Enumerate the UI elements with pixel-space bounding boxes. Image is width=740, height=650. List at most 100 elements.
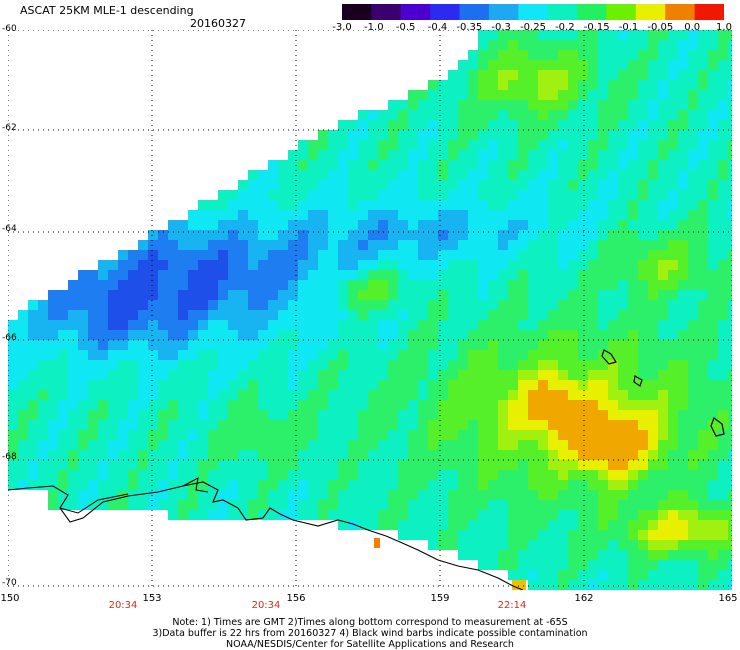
data-cell xyxy=(548,90,558,100)
data-cell xyxy=(518,180,528,190)
data-cell xyxy=(368,250,378,260)
data-cell xyxy=(548,260,558,270)
data-cell xyxy=(38,400,48,410)
data-cell xyxy=(698,570,708,580)
data-cell xyxy=(268,400,278,410)
data-cell xyxy=(658,570,668,580)
wind-data-map[interactable] xyxy=(8,30,732,590)
data-cell xyxy=(118,330,128,340)
data-cell xyxy=(648,60,658,70)
data-cell xyxy=(158,400,168,410)
data-cell xyxy=(688,280,698,290)
data-cell xyxy=(518,140,528,150)
data-cell xyxy=(328,390,338,400)
data-cell xyxy=(468,230,478,240)
data-cell xyxy=(678,270,688,280)
data-cell xyxy=(718,520,728,530)
data-cell xyxy=(208,500,218,510)
data-cell xyxy=(398,430,408,440)
data-cell xyxy=(148,350,158,360)
data-cell xyxy=(328,160,338,170)
data-cell xyxy=(348,490,358,500)
data-cell xyxy=(208,340,218,350)
data-cell xyxy=(728,570,732,580)
data-cell xyxy=(28,450,38,460)
data-cell xyxy=(468,190,478,200)
data-cell xyxy=(598,180,608,190)
data-cell xyxy=(558,560,568,570)
data-cell xyxy=(408,280,418,290)
data-cell xyxy=(438,420,448,430)
data-cell xyxy=(608,420,618,430)
data-cell xyxy=(718,50,728,60)
data-cell xyxy=(628,370,638,380)
data-cell xyxy=(268,290,278,300)
data-cell xyxy=(68,280,78,290)
data-cell xyxy=(128,400,138,410)
data-cell xyxy=(48,300,58,310)
data-cell xyxy=(708,100,718,110)
data-cell xyxy=(658,500,668,510)
data-cell xyxy=(98,280,108,290)
data-cell xyxy=(188,320,198,330)
data-cell xyxy=(718,500,728,510)
data-cell xyxy=(338,180,348,190)
data-cell xyxy=(278,440,288,450)
data-cell xyxy=(718,170,728,180)
data-cell xyxy=(218,440,228,450)
data-cell xyxy=(608,450,618,460)
footer-note-1: Note: 1) Times are GMT 2)Times along bot… xyxy=(172,617,568,628)
data-cell xyxy=(538,310,548,320)
data-cell xyxy=(98,260,108,270)
data-cell xyxy=(18,380,28,390)
data-cell xyxy=(488,30,498,40)
data-cell xyxy=(118,390,128,400)
data-cell xyxy=(138,290,148,300)
data-cell xyxy=(378,490,388,500)
data-cell xyxy=(528,270,538,280)
data-cell xyxy=(528,90,538,100)
data-cell xyxy=(348,140,358,150)
data-cell xyxy=(398,110,408,120)
data-cell xyxy=(108,380,118,390)
data-cell xyxy=(138,310,148,320)
data-cell xyxy=(18,330,28,340)
data-cell xyxy=(448,410,458,420)
data-cell xyxy=(678,450,688,460)
data-cell xyxy=(578,170,588,180)
data-cell xyxy=(578,360,588,370)
data-cell xyxy=(648,240,658,250)
data-cell xyxy=(338,250,348,260)
longitude-label: 159 xyxy=(430,593,450,604)
data-cell xyxy=(98,270,108,280)
data-cell xyxy=(68,300,78,310)
data-cell xyxy=(88,340,98,350)
data-cell xyxy=(228,410,238,420)
data-cell xyxy=(458,470,468,480)
data-cell xyxy=(158,250,168,260)
data-cell xyxy=(698,120,708,130)
data-cell xyxy=(638,90,648,100)
data-cell xyxy=(508,320,518,330)
data-cell xyxy=(598,460,608,470)
data-cell xyxy=(258,210,268,220)
data-cell xyxy=(478,50,488,60)
data-cell xyxy=(658,270,668,280)
data-cell xyxy=(618,80,628,90)
data-cell xyxy=(468,400,478,410)
data-cell xyxy=(508,280,518,290)
data-cell xyxy=(498,250,508,260)
data-cell xyxy=(698,540,708,550)
data-cell xyxy=(188,460,198,470)
data-cell xyxy=(508,150,518,160)
data-cell xyxy=(688,580,698,590)
data-cell xyxy=(78,380,88,390)
data-cell xyxy=(388,250,398,260)
data-cell xyxy=(178,240,188,250)
data-cell xyxy=(518,320,528,330)
data-cell xyxy=(498,120,508,130)
data-cell xyxy=(338,240,348,250)
data-cell xyxy=(318,370,328,380)
data-cell xyxy=(658,120,668,130)
data-cell xyxy=(688,420,698,430)
